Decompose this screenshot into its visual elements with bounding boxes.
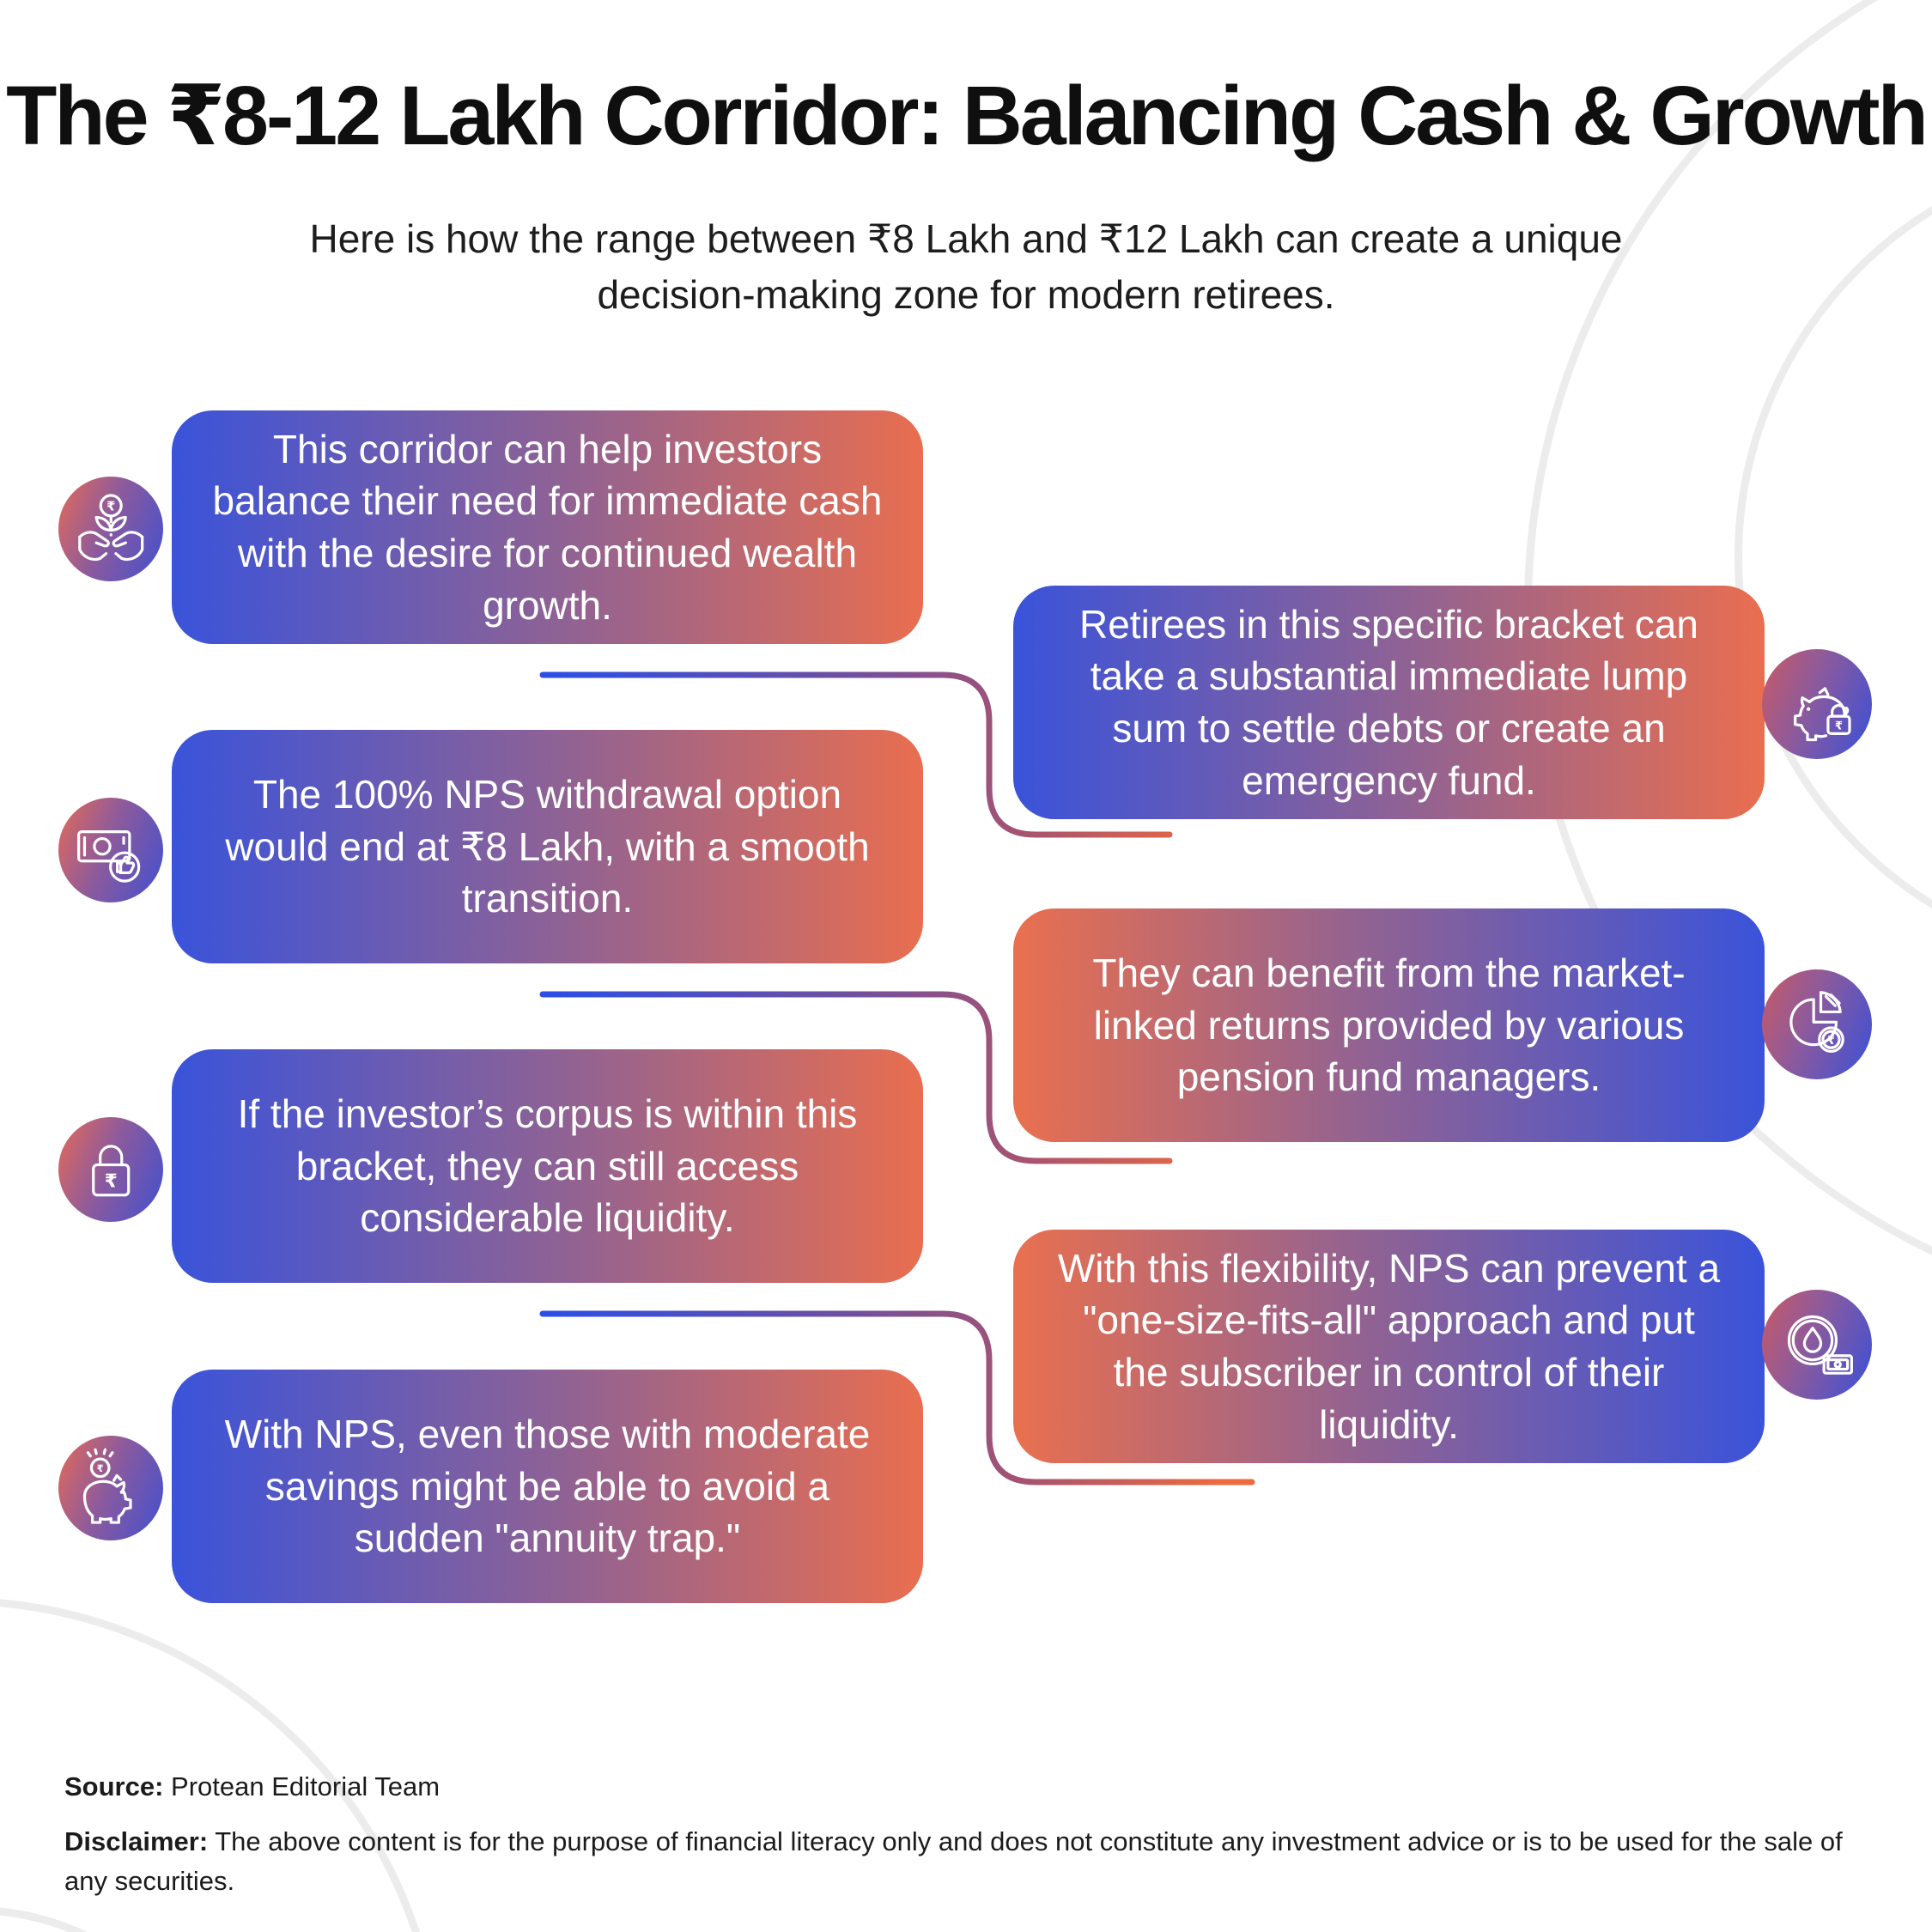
- hands-growing-rupee-plant-icon: ₹: [58, 477, 163, 581]
- svg-text:₹: ₹: [97, 1464, 104, 1474]
- disclaimer-label: Disclaimer:: [64, 1826, 209, 1856]
- info-card-right-2: They can benefit from the market-linked …: [1013, 908, 1765, 1142]
- info-card-left-4: With NPS, even those with moderate savin…: [172, 1370, 923, 1603]
- rupee-padlock-icon: ₹: [58, 1117, 163, 1222]
- svg-text:₹: ₹: [106, 500, 115, 513]
- info-card-right-1: Retirees in this specific bracket can ta…: [1013, 586, 1765, 819]
- disclaimer-value: The above content is for the purpose of …: [64, 1826, 1843, 1896]
- piggy-bank-coin-icon: ₹: [58, 1436, 163, 1540]
- info-card-text: With this flexibility, NPS can prevent a…: [1057, 1245, 1721, 1447]
- svg-text:₹: ₹: [1835, 720, 1843, 732]
- info-card-left-3: If the investor’s corpus is within this …: [172, 1049, 923, 1283]
- piggy-bank-lock-icon: ₹: [1762, 649, 1872, 759]
- connector-line-3: [539, 1310, 1255, 1485]
- svg-text:₹: ₹: [104, 1170, 117, 1191]
- info-card-text: With NPS, even those with moderate savin…: [224, 1411, 871, 1561]
- page-subtitle: Here is how the range between ₹8 Lakh an…: [309, 216, 1623, 318]
- source-value: Protean Editorial Team: [163, 1771, 440, 1801]
- info-card-left-1: This corridor can help investors balance…: [172, 410, 923, 644]
- pie-chart-rupee-icon: ₹: [1762, 969, 1872, 1079]
- info-card-left-2: The 100% NPS withdrawal option would end…: [172, 730, 923, 963]
- info-card-text: The 100% NPS withdrawal option would end…: [225, 771, 870, 921]
- source-line: Source: Protean Editorial Team: [64, 1767, 1868, 1807]
- info-card-right-3: With this flexibility, NPS can prevent a…: [1013, 1230, 1765, 1463]
- water-drop-cash-icon: [1762, 1290, 1872, 1400]
- page-title: The ₹8-12 Lakh Corridor: Balancing Cash …: [6, 69, 1929, 162]
- info-card-text: They can benefit from the market-linked …: [1092, 950, 1686, 1100]
- banknote-thumbs-up-icon: [58, 798, 163, 902]
- connector-line-2: [539, 991, 1173, 1164]
- disclaimer-line: Disclaimer: The above content is for the…: [64, 1822, 1872, 1901]
- connector-line-1: [539, 671, 1173, 838]
- svg-text:₹: ₹: [1827, 1034, 1835, 1047]
- info-card-text: This corridor can help investors balance…: [212, 426, 883, 628]
- info-card-text: If the investor’s corpus is within this …: [237, 1091, 858, 1241]
- info-card-text: Retirees in this specific bracket can ta…: [1079, 601, 1698, 803]
- source-label: Source:: [64, 1771, 164, 1801]
